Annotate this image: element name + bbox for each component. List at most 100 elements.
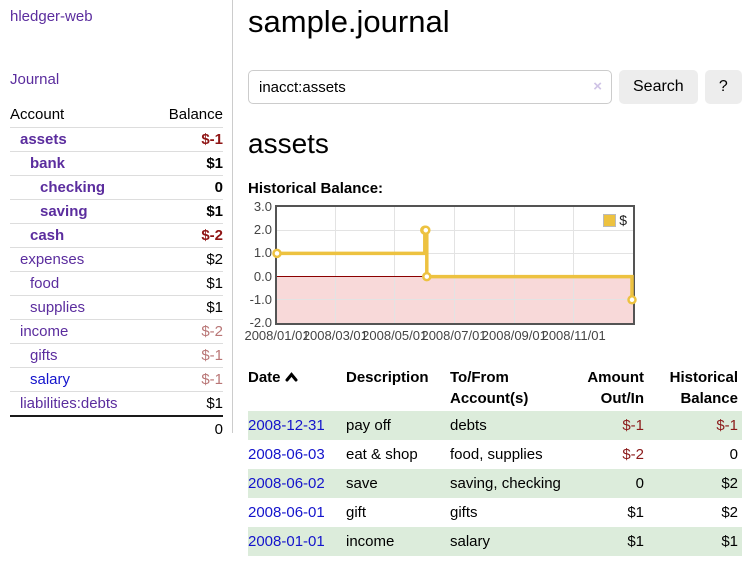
transaction-accounts: salary bbox=[450, 527, 566, 556]
account-link-saving[interactable]: saving bbox=[40, 203, 88, 220]
accounts-total-value: 0 bbox=[151, 415, 223, 441]
transaction-description: save bbox=[346, 469, 450, 498]
x-tick-label: 2008/01/01 bbox=[244, 328, 310, 343]
transaction-description: pay off bbox=[346, 411, 450, 440]
x-tick-label: 2008/03/01 bbox=[302, 328, 368, 343]
account-row: bank $1 bbox=[10, 151, 223, 176]
accounts-table: Account Balance assets $-1 bank $1 check… bbox=[10, 103, 223, 441]
balance-column-header: Balance bbox=[151, 103, 223, 128]
register-row: 2008-12-31 pay off debts $-1 $-1 bbox=[248, 411, 742, 440]
account-link-expenses[interactable]: expenses bbox=[20, 251, 85, 268]
transaction-balance: $2 bbox=[644, 469, 742, 498]
account-balance: $-2 bbox=[151, 319, 223, 344]
transaction-amount: $-2 bbox=[622, 446, 644, 463]
help-button[interactable]: ? bbox=[704, 70, 742, 104]
transaction-accounts: gifts bbox=[450, 504, 478, 521]
x-tick-label: 2008/07/01 bbox=[421, 328, 487, 343]
h-gridline bbox=[277, 252, 633, 254]
account-balance: $1 bbox=[151, 295, 223, 320]
clear-search-icon[interactable]: × bbox=[593, 78, 602, 95]
v-gridline bbox=[394, 207, 396, 323]
column-header-date[interactable]: Date bbox=[248, 365, 346, 411]
date-column-label: Date bbox=[248, 369, 281, 386]
register-header-row: Date Description To/From Account(s) Amou… bbox=[248, 365, 742, 411]
legend-label: $ bbox=[619, 212, 627, 228]
sidebar: hledger-web Journal Account Balance asse… bbox=[0, 0, 233, 441]
account-title: assets bbox=[248, 128, 329, 159]
v-gridline bbox=[334, 207, 336, 323]
account-balance: $-1 bbox=[151, 367, 223, 392]
account-row: saving $1 bbox=[10, 199, 223, 224]
x-tick-label: 2008/09/01 bbox=[481, 328, 547, 343]
search-button[interactable]: Search bbox=[619, 70, 698, 104]
legend-swatch bbox=[603, 213, 617, 227]
transaction-amount: 0 bbox=[566, 469, 644, 498]
balance-line-svg bbox=[272, 225, 637, 305]
account-balance: $1 bbox=[151, 271, 223, 296]
account-link-gifts[interactable]: gifts bbox=[30, 347, 58, 364]
y-tick-label: -2.0 bbox=[249, 315, 272, 330]
v-gridline bbox=[573, 207, 575, 323]
account-balance: $1 bbox=[151, 151, 223, 176]
transaction-date-link[interactable]: 2008-06-01 bbox=[248, 504, 325, 521]
column-header-amount: Amount Out/In bbox=[587, 369, 644, 407]
account-link-income[interactable]: income bbox=[20, 323, 69, 340]
account-row: assets $-1 bbox=[10, 127, 223, 152]
account-link-cash[interactable]: cash bbox=[30, 227, 65, 244]
transaction-balance: 0 bbox=[729, 446, 738, 463]
account-row: expenses $2 bbox=[10, 247, 223, 272]
transaction-accounts: food, supplies bbox=[450, 446, 543, 463]
account-row: checking 0 bbox=[10, 175, 223, 200]
accounts-total-row: 0 bbox=[10, 415, 223, 441]
y-tick-label: 2.0 bbox=[253, 222, 272, 238]
account-balance: $-1 bbox=[151, 127, 223, 152]
register-row: 2008-01-01 income salary $1 $1 bbox=[248, 527, 742, 556]
x-tick-label: 2008/11/01 bbox=[541, 328, 606, 343]
app-title-link[interactable]: hledger-web bbox=[10, 8, 93, 25]
plot-area: $ bbox=[272, 205, 637, 325]
balance-chart: $ 3.0 2.0 1.0 0.0 -1.0 -2.0 2008/01/01 2008/03/… bbox=[244, 199, 742, 345]
transaction-balance: $1 bbox=[644, 527, 742, 556]
account-link-supplies[interactable]: supplies bbox=[30, 299, 86, 316]
transaction-date-link[interactable]: 2008-12-31 bbox=[248, 417, 325, 434]
search-bar: × Search ? bbox=[248, 70, 742, 104]
y-tick-label: 1.0 bbox=[253, 245, 272, 261]
transaction-balance: $2 bbox=[721, 504, 738, 521]
v-gridline bbox=[453, 207, 455, 323]
account-balance: $1 bbox=[151, 391, 223, 417]
transaction-description: gift bbox=[346, 504, 367, 521]
account-link-assets[interactable]: assets bbox=[20, 131, 67, 148]
account-row: cash $-2 bbox=[10, 223, 223, 248]
account-balance: $2 bbox=[151, 247, 223, 272]
main-content: sample.journal × Search ? assets Histori… bbox=[244, 0, 742, 556]
y-tick-label: -1.0 bbox=[249, 291, 272, 307]
account-column-header: Account bbox=[10, 103, 152, 128]
sidebar-item-journal[interactable]: Journal bbox=[10, 71, 60, 88]
column-header-accounts: To/From Account(s) bbox=[450, 369, 529, 407]
y-tick-label: 3.0 bbox=[253, 199, 272, 214]
transaction-balance: $-1 bbox=[644, 411, 742, 440]
transaction-date-link[interactable]: 2008-06-03 bbox=[248, 446, 325, 463]
transaction-date-link[interactable]: 2008-01-01 bbox=[248, 533, 325, 550]
column-header-balance: Historical Balance bbox=[669, 369, 738, 407]
chart-label: Historical Balance: bbox=[248, 180, 384, 197]
account-row: supplies $1 bbox=[10, 295, 223, 320]
h-gridline bbox=[277, 229, 633, 231]
x-tick-label: 2008/05/01 bbox=[362, 328, 428, 343]
register-row: 2008-06-01 gift gifts $1 $2 bbox=[248, 498, 742, 527]
account-row: food $1 bbox=[10, 271, 223, 296]
transaction-date-link[interactable]: 2008-06-02 bbox=[248, 475, 325, 492]
account-balance: 0 bbox=[151, 175, 223, 200]
account-row: income $-2 bbox=[10, 319, 223, 344]
account-link-food[interactable]: food bbox=[30, 275, 60, 292]
account-link-liabilities-debts[interactable]: liabilities:debts bbox=[20, 395, 118, 412]
v-gridline bbox=[513, 207, 515, 323]
register-row: 2008-06-02 save saving, checking 0 $2 bbox=[248, 469, 742, 498]
account-link-salary[interactable]: salary bbox=[30, 371, 71, 388]
register-row: 2008-06-03 eat & shop food, supplies $-2… bbox=[248, 440, 742, 469]
accounts-header-row: Account Balance bbox=[10, 103, 223, 128]
account-link-checking[interactable]: checking bbox=[40, 179, 106, 196]
account-link-bank[interactable]: bank bbox=[30, 155, 66, 172]
transaction-description: eat & shop bbox=[346, 446, 418, 463]
search-input[interactable] bbox=[248, 70, 612, 104]
